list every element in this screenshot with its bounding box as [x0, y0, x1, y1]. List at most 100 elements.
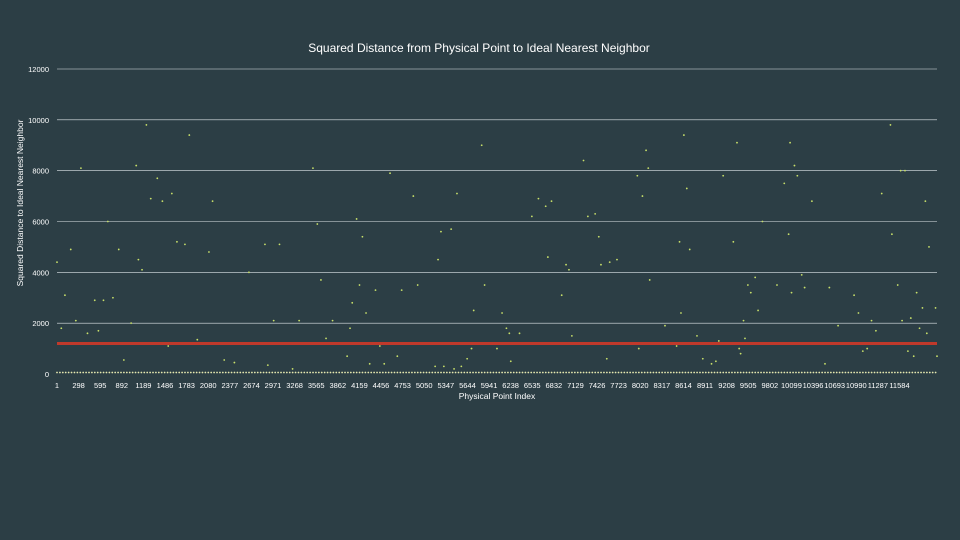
data-point [675, 345, 678, 347]
baseline-point [861, 371, 864, 374]
baseline-point [125, 371, 128, 374]
data-point [616, 258, 618, 261]
baseline-point [384, 371, 387, 374]
x-tick-labels: 1 298 595 892 1189 1486 1783 2080 2377 2674 2971 32… [55, 381, 910, 390]
baseline-point [259, 371, 262, 374]
data-point [508, 332, 511, 335]
baseline-point [693, 371, 696, 374]
data-point [331, 319, 334, 322]
x-tick-label: 1486 [157, 381, 174, 390]
data-point [106, 220, 109, 223]
baseline-point [539, 371, 541, 374]
x-tick-label: 1 [55, 381, 59, 390]
baseline-point [265, 371, 268, 374]
baseline-point [96, 371, 99, 374]
baseline-point [335, 371, 338, 374]
data-point [378, 345, 381, 347]
baseline-point [864, 371, 867, 374]
y-tick-label: 2000 [32, 319, 49, 328]
data-point [568, 268, 570, 271]
data-point [266, 364, 269, 367]
x-tick-label: 5644 [459, 381, 476, 390]
data-point [793, 164, 796, 167]
data-point [86, 332, 89, 335]
baseline-point [905, 371, 908, 374]
data-point [74, 319, 77, 322]
data-point [901, 319, 903, 322]
baseline-point [93, 371, 96, 374]
baseline-point [571, 371, 573, 374]
baseline-point [405, 371, 408, 374]
baseline-point [198, 371, 201, 374]
baseline-point [416, 371, 419, 374]
data-point [866, 347, 869, 350]
data-point [921, 307, 924, 309]
baseline-point [559, 371, 562, 374]
baseline-point [131, 371, 134, 374]
y-tick-label: 8000 [32, 167, 49, 176]
baseline-point [300, 371, 303, 374]
data-point [450, 228, 453, 231]
baseline-point [591, 371, 594, 374]
data-point [248, 271, 250, 274]
baseline-point [556, 371, 559, 374]
data-point [184, 243, 186, 246]
data-point [60, 327, 63, 330]
baseline-point [213, 371, 216, 374]
baseline-point [780, 371, 783, 374]
baseline-point [137, 371, 140, 374]
data-point [800, 273, 803, 276]
baseline-point [672, 371, 675, 374]
baseline-point [396, 371, 399, 374]
data-point [678, 240, 681, 243]
baseline-point [504, 371, 506, 374]
baseline-point [128, 371, 131, 374]
x-tick-label: 9802 [762, 381, 779, 390]
baseline-point [248, 371, 250, 374]
data-point [904, 169, 906, 172]
baseline-point [603, 371, 605, 374]
baseline-point [745, 371, 748, 374]
x-tick-label: 5050 [416, 381, 433, 390]
baseline-point [79, 371, 82, 374]
baseline-points [56, 371, 937, 374]
data-point [790, 291, 793, 294]
baseline-point [867, 371, 870, 374]
data-point [122, 359, 125, 361]
baseline-point [908, 371, 911, 374]
baseline-point [445, 371, 448, 374]
baseline-point [160, 371, 163, 374]
data-point [899, 169, 902, 172]
data-point [861, 350, 864, 353]
data-point [437, 258, 439, 261]
baseline-point [597, 371, 600, 374]
baseline-point [492, 371, 495, 374]
baseline-point [664, 371, 666, 374]
baseline-point [809, 371, 812, 374]
data-point [761, 220, 764, 223]
baseline-point [495, 371, 498, 374]
baseline-point [373, 371, 376, 374]
baseline-point [739, 371, 742, 374]
x-tick-label: 10099 [781, 381, 802, 390]
baseline-point [815, 371, 818, 374]
data-point [358, 284, 361, 286]
baseline-point [152, 371, 154, 374]
baseline-point [347, 371, 349, 374]
baseline-point [219, 371, 221, 374]
data-point [211, 200, 214, 203]
baseline-point [283, 371, 285, 374]
baseline-point [824, 371, 826, 374]
baseline-point [402, 371, 405, 374]
baseline-point [530, 371, 533, 374]
data-point [167, 345, 170, 347]
x-tick-label: 3565 [308, 381, 325, 390]
baseline-point [221, 371, 224, 374]
baseline-point [844, 371, 847, 374]
data-point [701, 357, 704, 360]
baseline-point [59, 371, 61, 374]
baseline-point [239, 371, 242, 374]
baseline-point [722, 371, 725, 374]
baseline-point [806, 371, 809, 374]
baseline-point [626, 371, 629, 374]
